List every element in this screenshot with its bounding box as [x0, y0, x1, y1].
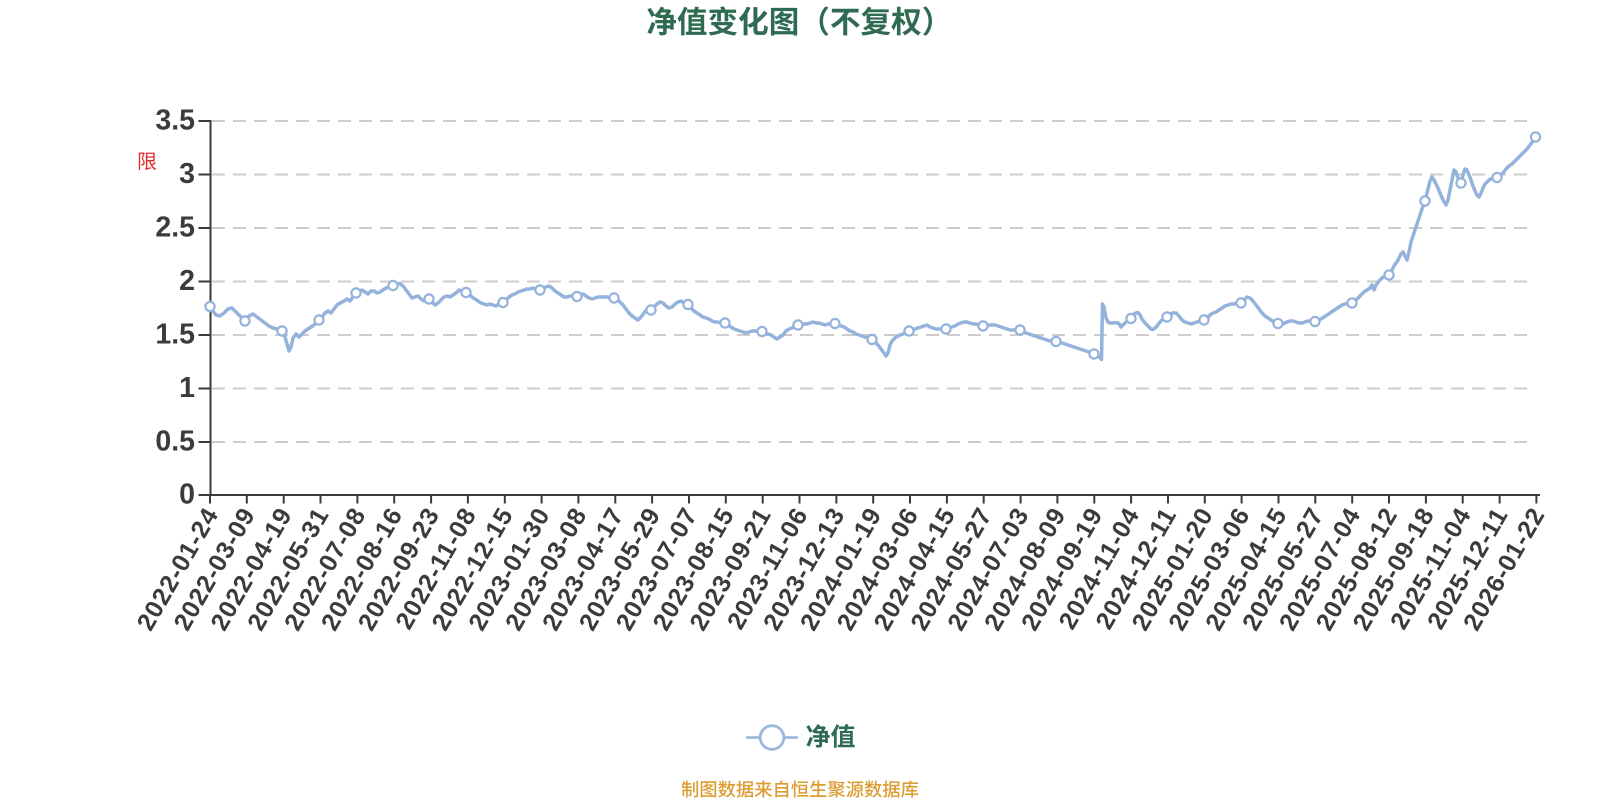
- svg-text:1: 1: [179, 372, 195, 404]
- svg-text:2.5: 2.5: [155, 212, 195, 244]
- svg-text:1.5: 1.5: [155, 319, 195, 351]
- svg-text:3: 3: [179, 158, 195, 190]
- svg-text:0.5: 0.5: [155, 426, 195, 458]
- svg-text:2: 2: [179, 265, 195, 297]
- svg-text:3.5: 3.5: [155, 105, 195, 137]
- svg-text:0: 0: [179, 479, 195, 511]
